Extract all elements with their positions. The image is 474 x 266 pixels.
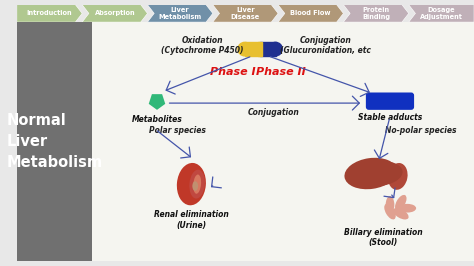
Text: Metabolites: Metabolites	[132, 115, 182, 124]
Text: Protein
Binding: Protein Binding	[362, 7, 390, 20]
Bar	[258, 42, 262, 56]
Text: Introduction: Introduction	[27, 10, 73, 16]
Text: Billary elimination
(Stool): Billary elimination (Stool)	[344, 227, 423, 247]
Text: Polar species: Polar species	[149, 126, 206, 135]
Ellipse shape	[393, 208, 409, 219]
Polygon shape	[82, 5, 147, 22]
Text: Normal
Liver
Metabolism: Normal Liver Metabolism	[6, 113, 102, 170]
Polygon shape	[409, 5, 474, 22]
Bar	[17, 22, 92, 261]
Text: Oxidation
(Cytochrome P450): Oxidation (Cytochrome P450)	[161, 36, 244, 55]
Ellipse shape	[193, 174, 201, 194]
Ellipse shape	[192, 181, 198, 191]
Text: Dosage
Adjustment: Dosage Adjustment	[420, 7, 463, 20]
Text: Conjugation
(Glucuronidation, etc: Conjugation (Glucuronidation, etc	[280, 36, 371, 55]
Bar	[260, 42, 275, 56]
Text: Renal elimination
(Urine): Renal elimination (Urine)	[154, 210, 229, 230]
Ellipse shape	[395, 195, 407, 211]
Text: Liver
Disease: Liver Disease	[231, 7, 260, 20]
Text: Absorption: Absorption	[94, 10, 135, 16]
Text: Stable adducts: Stable adducts	[358, 113, 422, 122]
Text: Liver
Metabolism: Liver Metabolism	[158, 7, 202, 20]
Text: No-polar species: No-polar species	[385, 126, 456, 135]
Text: Phase I: Phase I	[210, 67, 256, 77]
Ellipse shape	[355, 161, 402, 186]
Ellipse shape	[190, 170, 205, 198]
Text: Blood Flow: Blood Flow	[291, 10, 331, 16]
Text: Phase II: Phase II	[256, 67, 306, 77]
Ellipse shape	[399, 204, 416, 213]
Circle shape	[238, 42, 251, 56]
Ellipse shape	[177, 163, 206, 205]
Bar	[245, 42, 260, 56]
Text: Conjugation: Conjugation	[247, 108, 300, 117]
Circle shape	[269, 42, 283, 56]
Ellipse shape	[386, 196, 394, 214]
Polygon shape	[343, 5, 409, 22]
Ellipse shape	[388, 163, 408, 190]
Polygon shape	[213, 5, 278, 22]
Ellipse shape	[345, 158, 397, 189]
Polygon shape	[149, 94, 165, 110]
Bar	[92, 22, 474, 261]
Polygon shape	[17, 5, 82, 22]
Polygon shape	[147, 5, 213, 22]
FancyBboxPatch shape	[366, 93, 414, 110]
Ellipse shape	[384, 204, 396, 219]
Polygon shape	[278, 5, 343, 22]
